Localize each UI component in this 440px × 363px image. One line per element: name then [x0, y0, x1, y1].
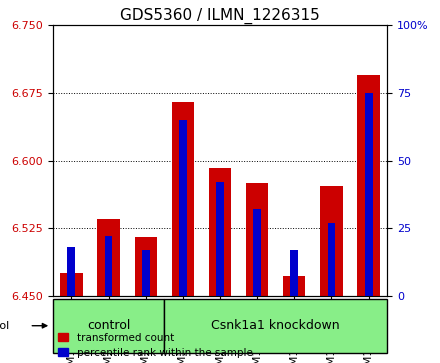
- Legend: transformed count, percentile rank within the sample: transformed count, percentile rank withi…: [58, 333, 253, 358]
- Bar: [246, 183, 268, 296]
- Bar: [142, 250, 150, 296]
- Bar: [67, 247, 75, 296]
- Bar: [164, 299, 387, 353]
- Bar: [216, 182, 224, 296]
- Text: protocol: protocol: [0, 321, 9, 331]
- Bar: [253, 209, 261, 296]
- Bar: [135, 237, 157, 296]
- Bar: [53, 299, 164, 353]
- Bar: [179, 120, 187, 296]
- Bar: [320, 186, 343, 296]
- Bar: [172, 102, 194, 296]
- Bar: [290, 250, 298, 296]
- Text: Csnk1a1 knockdown: Csnk1a1 knockdown: [212, 319, 340, 332]
- Bar: [283, 276, 305, 296]
- Bar: [105, 236, 113, 296]
- Text: control: control: [87, 319, 130, 332]
- Bar: [60, 273, 83, 296]
- Bar: [97, 219, 120, 296]
- Bar: [327, 223, 335, 296]
- Title: GDS5360 / ILMN_1226315: GDS5360 / ILMN_1226315: [120, 8, 320, 24]
- Bar: [365, 93, 373, 296]
- Bar: [209, 168, 231, 296]
- Bar: [357, 75, 380, 296]
